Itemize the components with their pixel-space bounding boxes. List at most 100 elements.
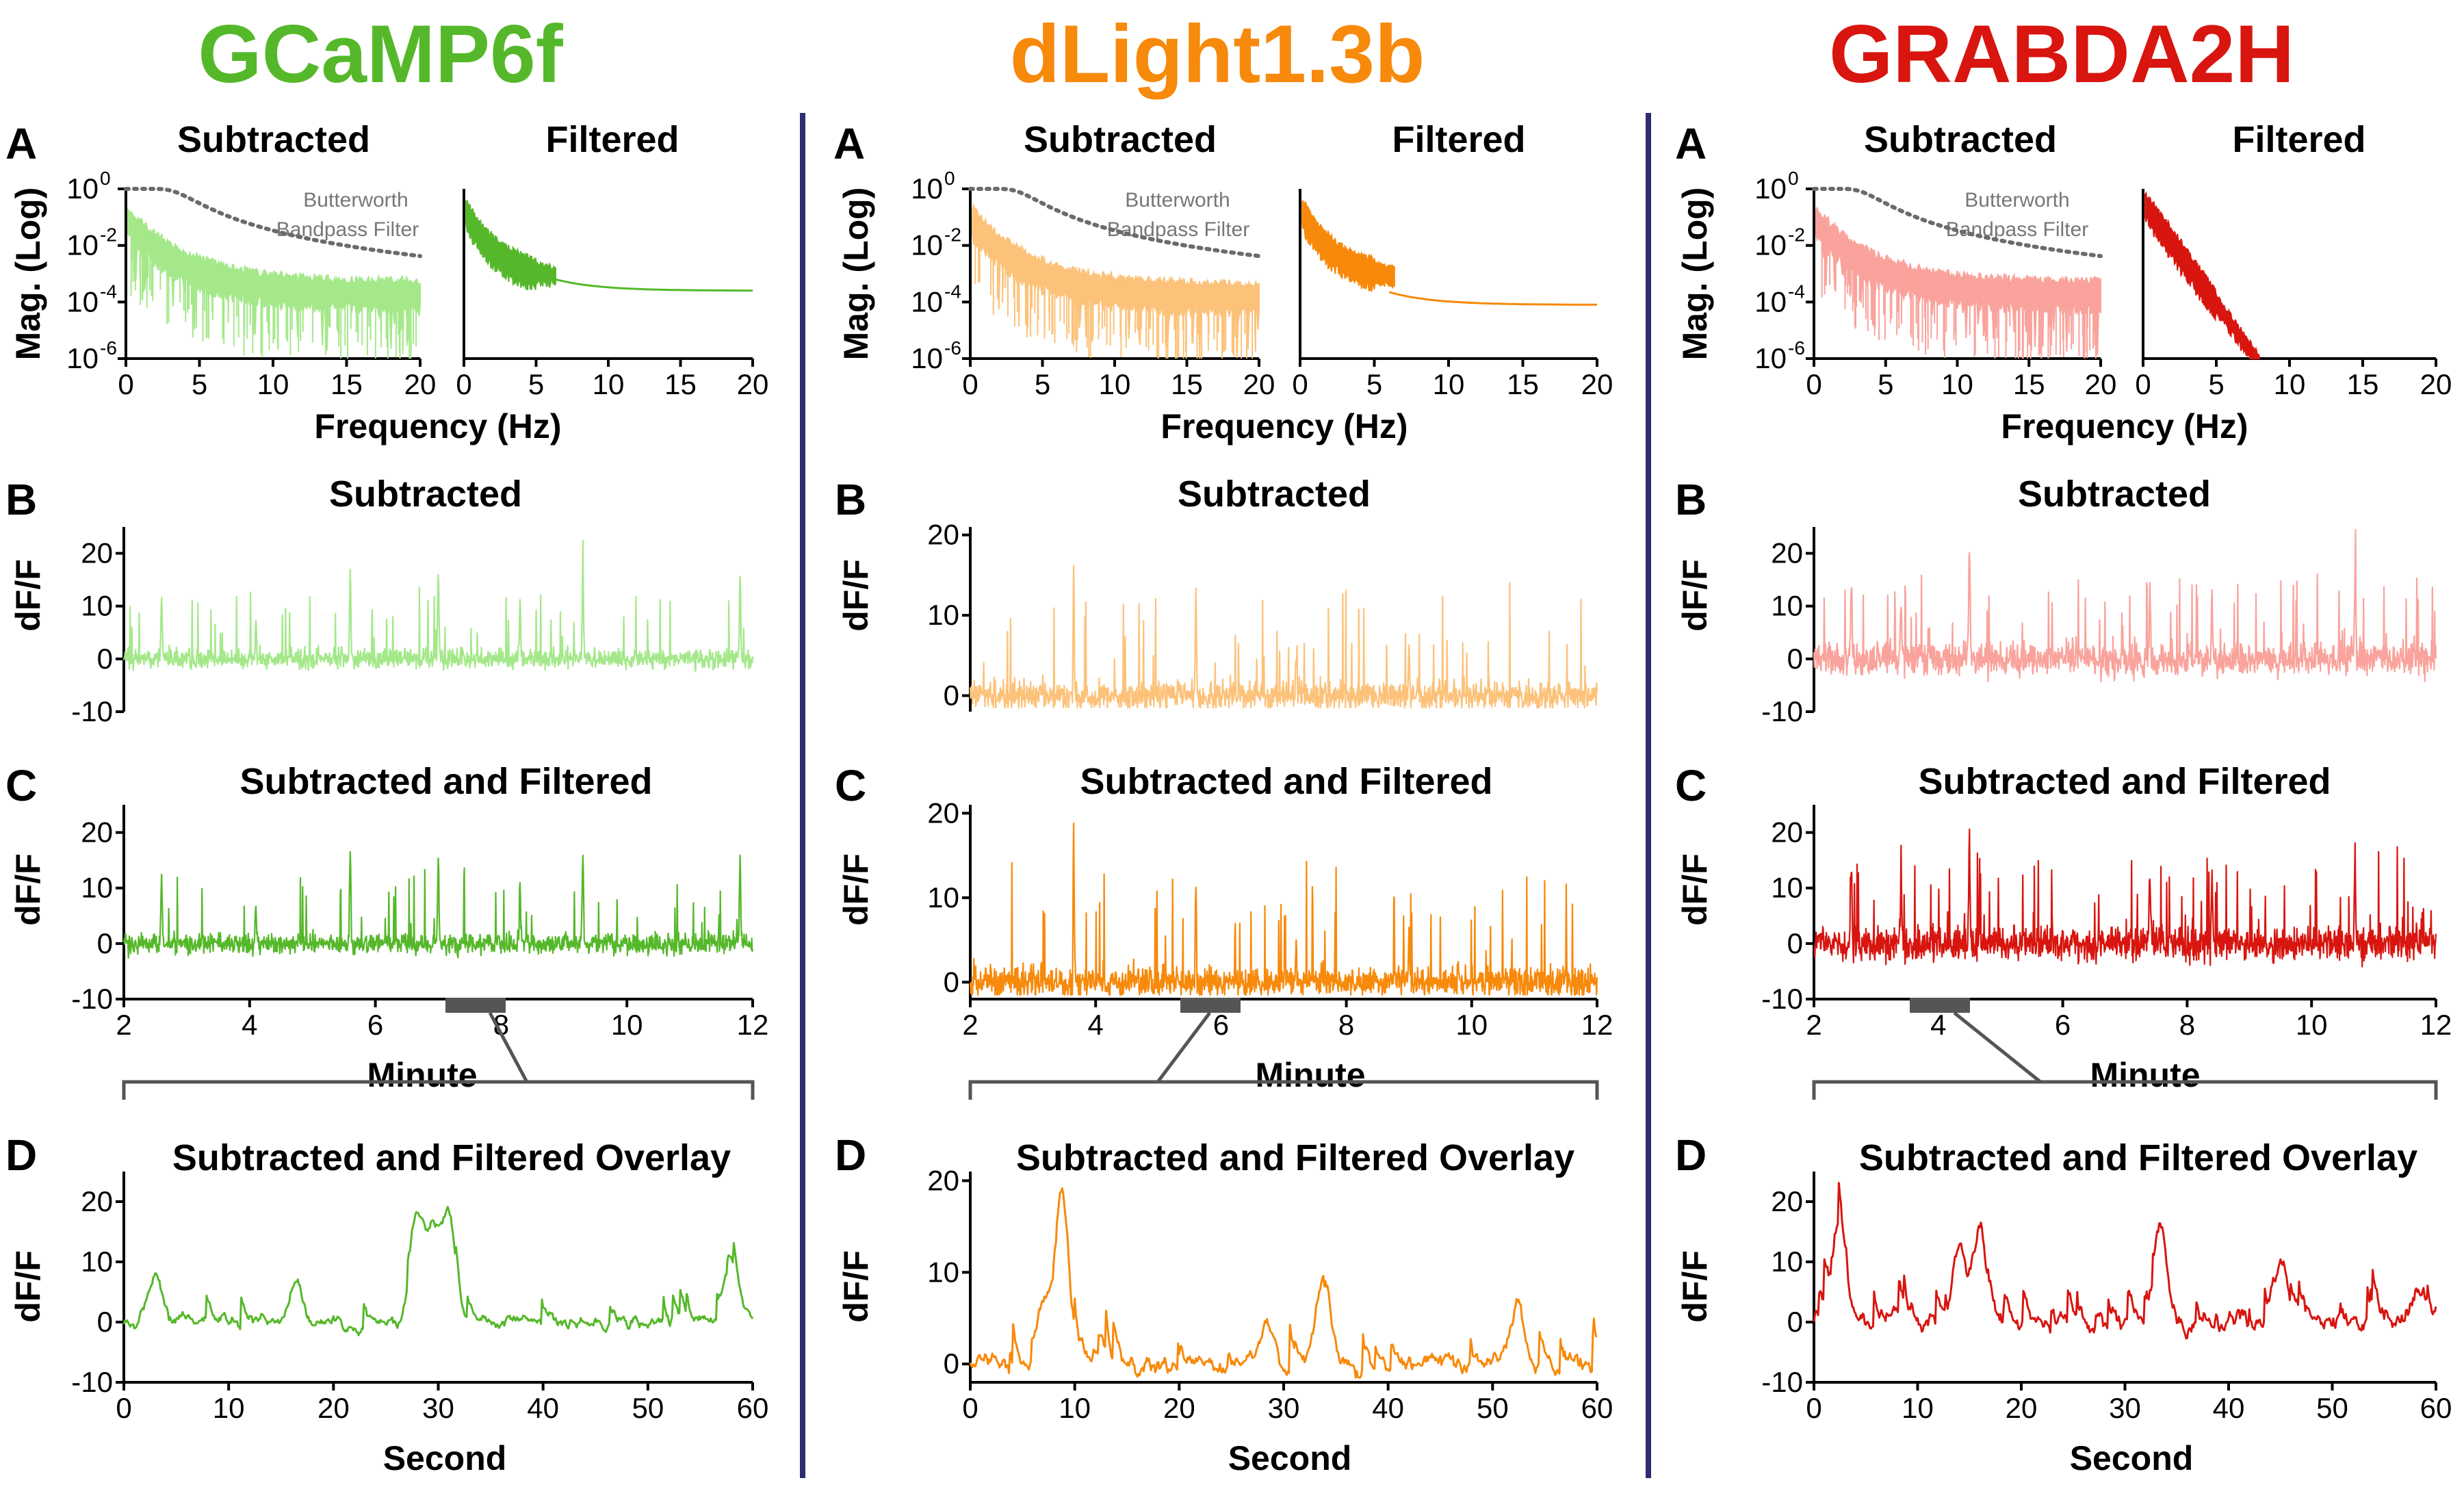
panel-letter-d: D — [1675, 1130, 1707, 1180]
x-tick-label: 40 — [1372, 1392, 1404, 1424]
butterworth-filter-curve — [1812, 187, 2103, 259]
subtracted-title: Subtracted — [1178, 474, 1371, 515]
x-tick-label: 0 — [1292, 368, 1308, 400]
y-tick-label: 10 — [911, 285, 943, 318]
spectrum-y-label: Mag. (Log) — [9, 188, 47, 361]
x-tick-label: 0 — [118, 368, 133, 400]
x-tick-label: 50 — [2316, 1392, 2348, 1424]
filtered-x-label: Minute — [367, 1056, 477, 1094]
x-tick-label: 30 — [2109, 1392, 2141, 1424]
spectrum-x-label: Frequency (Hz) — [314, 407, 561, 445]
overlay-y-label: dF/F — [1676, 1250, 1714, 1323]
x-tick-label: 10 — [1433, 368, 1465, 400]
y-tick-exponent: -2 — [100, 224, 117, 246]
x-tick-label: 0 — [116, 1392, 131, 1424]
filtered-x-label: Minute — [1255, 1056, 1365, 1094]
filter-note: Butterworth — [1964, 189, 2069, 211]
x-tick-label: 20 — [737, 368, 769, 400]
panel-letter-b: B — [835, 475, 866, 524]
y-tick-label: 10 — [81, 1245, 113, 1278]
y-tick-label: 10 — [66, 172, 99, 205]
x-tick-label: 6 — [367, 1009, 383, 1041]
x-tick-label: 20 — [2085, 368, 2117, 400]
x-tick-label: 5 — [2208, 368, 2224, 400]
signal-trace — [1813, 528, 2437, 683]
y-tick-exponent: 0 — [100, 168, 111, 189]
y-tick-label: 10 — [1771, 590, 1803, 622]
spectrum-band — [2144, 191, 2261, 359]
x-tick-label: 2 — [962, 1009, 978, 1041]
x-tick-label: 6 — [2055, 1009, 2071, 1041]
x-tick-label: 4 — [242, 1009, 257, 1041]
x-tick-label: 10 — [213, 1392, 245, 1424]
x-tick-label: 8 — [1338, 1009, 1354, 1041]
filter-note: Bandpass Filter — [1107, 218, 1249, 241]
x-tick-label: 20 — [317, 1392, 350, 1424]
x-tick-label: 4 — [1930, 1009, 1946, 1041]
y-tick-label: 20 — [81, 816, 113, 849]
x-tick-label: 50 — [1477, 1392, 1509, 1424]
y-tick-label: 10 — [66, 285, 99, 318]
x-tick-label: 8 — [2179, 1009, 2195, 1041]
y-tick-label: 10 — [1754, 285, 1787, 318]
subtracted-title: Subtracted — [329, 474, 522, 515]
panel-letter-d: D — [835, 1130, 866, 1180]
x-tick-label: 5 — [1035, 368, 1050, 400]
y-tick-exponent: -6 — [944, 337, 961, 359]
y-tick-label: 10 — [1771, 872, 1803, 904]
x-tick-label: 0 — [2135, 368, 2151, 400]
x-tick-label: 0 — [962, 1392, 978, 1424]
panel-letter-a: A — [1675, 119, 1707, 168]
filtered-trace-plot: 20 10 0 -102 4 6 8 10 12 — [71, 805, 768, 1041]
x-tick-label: 60 — [2420, 1392, 2452, 1424]
x-tick-label: 50 — [632, 1392, 664, 1424]
panel-letter-b: B — [1675, 475, 1707, 524]
panel-letter-c: C — [1675, 761, 1707, 810]
x-tick-label: 0 — [1806, 368, 1821, 400]
spectrum-filtered-title: Filtered — [2232, 119, 2365, 160]
signal-trace — [1813, 828, 2437, 968]
y-tick-label: 10 — [81, 872, 113, 904]
x-tick-label: 0 — [1806, 1392, 1821, 1424]
spectrum-filtered-plot: 0 5 10 15 20 — [1292, 189, 1613, 400]
panel-letter-c: C — [5, 761, 37, 810]
x-tick-label: 10 — [2274, 368, 2306, 400]
sensor-heading: GRABDA2H — [1829, 8, 2294, 100]
sensor-heading: dLight1.3b — [1010, 8, 1425, 100]
signal-trace — [969, 565, 1598, 709]
x-tick-label: 10 — [1941, 368, 1973, 400]
subtracted-y-label: dF/F — [837, 559, 875, 632]
y-tick-label: 20 — [927, 797, 959, 829]
y-tick-label: 20 — [927, 1164, 959, 1196]
y-tick-label: 10 — [1754, 342, 1787, 374]
column-gcamp6f: GCaMP6f A Subtracted Filtered Mag. (Log)… — [5, 8, 768, 1477]
x-tick-label: 10 — [593, 368, 625, 400]
y-tick-label: 0 — [1787, 1306, 1803, 1338]
subtracted-trace-plot: 20 10 0 -10 — [71, 527, 754, 727]
overlay-title: Subtracted and Filtered Overlay — [172, 1137, 731, 1178]
x-tick-label: 20 — [2420, 368, 2452, 400]
filter-note: Butterworth — [1125, 189, 1230, 211]
overlay-x-label: Second — [2070, 1439, 2194, 1477]
y-tick-label: 0 — [97, 927, 113, 959]
overlay-trace-plot: 20 10 00 10 20 30 40 50 60 — [927, 1164, 1613, 1424]
overlay-x-label: Second — [383, 1439, 507, 1477]
filtered-title: Subtracted and Filtered — [1080, 761, 1492, 802]
panel-letter-d: D — [5, 1130, 37, 1180]
y-tick-exponent: 0 — [1788, 168, 1799, 189]
x-tick-label: 40 — [527, 1392, 559, 1424]
spectrum-filtered-title: Filtered — [1392, 119, 1525, 160]
y-tick-label: 10 — [927, 1256, 959, 1288]
x-tick-label: 15 — [2347, 368, 2379, 400]
overlay-x-label: Second — [1228, 1439, 1352, 1477]
y-tick-exponent: -4 — [944, 281, 961, 302]
spectrum-y-label: Mag. (Log) — [837, 188, 875, 361]
y-tick-label: 20 — [927, 519, 959, 551]
filtered-title: Subtracted and Filtered — [239, 761, 652, 802]
y-tick-exponent: -4 — [1788, 281, 1805, 302]
zoom-connector — [122, 998, 755, 1100]
signal-trace — [969, 823, 1598, 996]
filtered-trace-plot: 20 10 0 -102 4 6 8 10 12 — [1761, 805, 2452, 1041]
spectrum-band — [1301, 200, 1395, 292]
filter-note: Bandpass Filter — [1946, 218, 2088, 241]
